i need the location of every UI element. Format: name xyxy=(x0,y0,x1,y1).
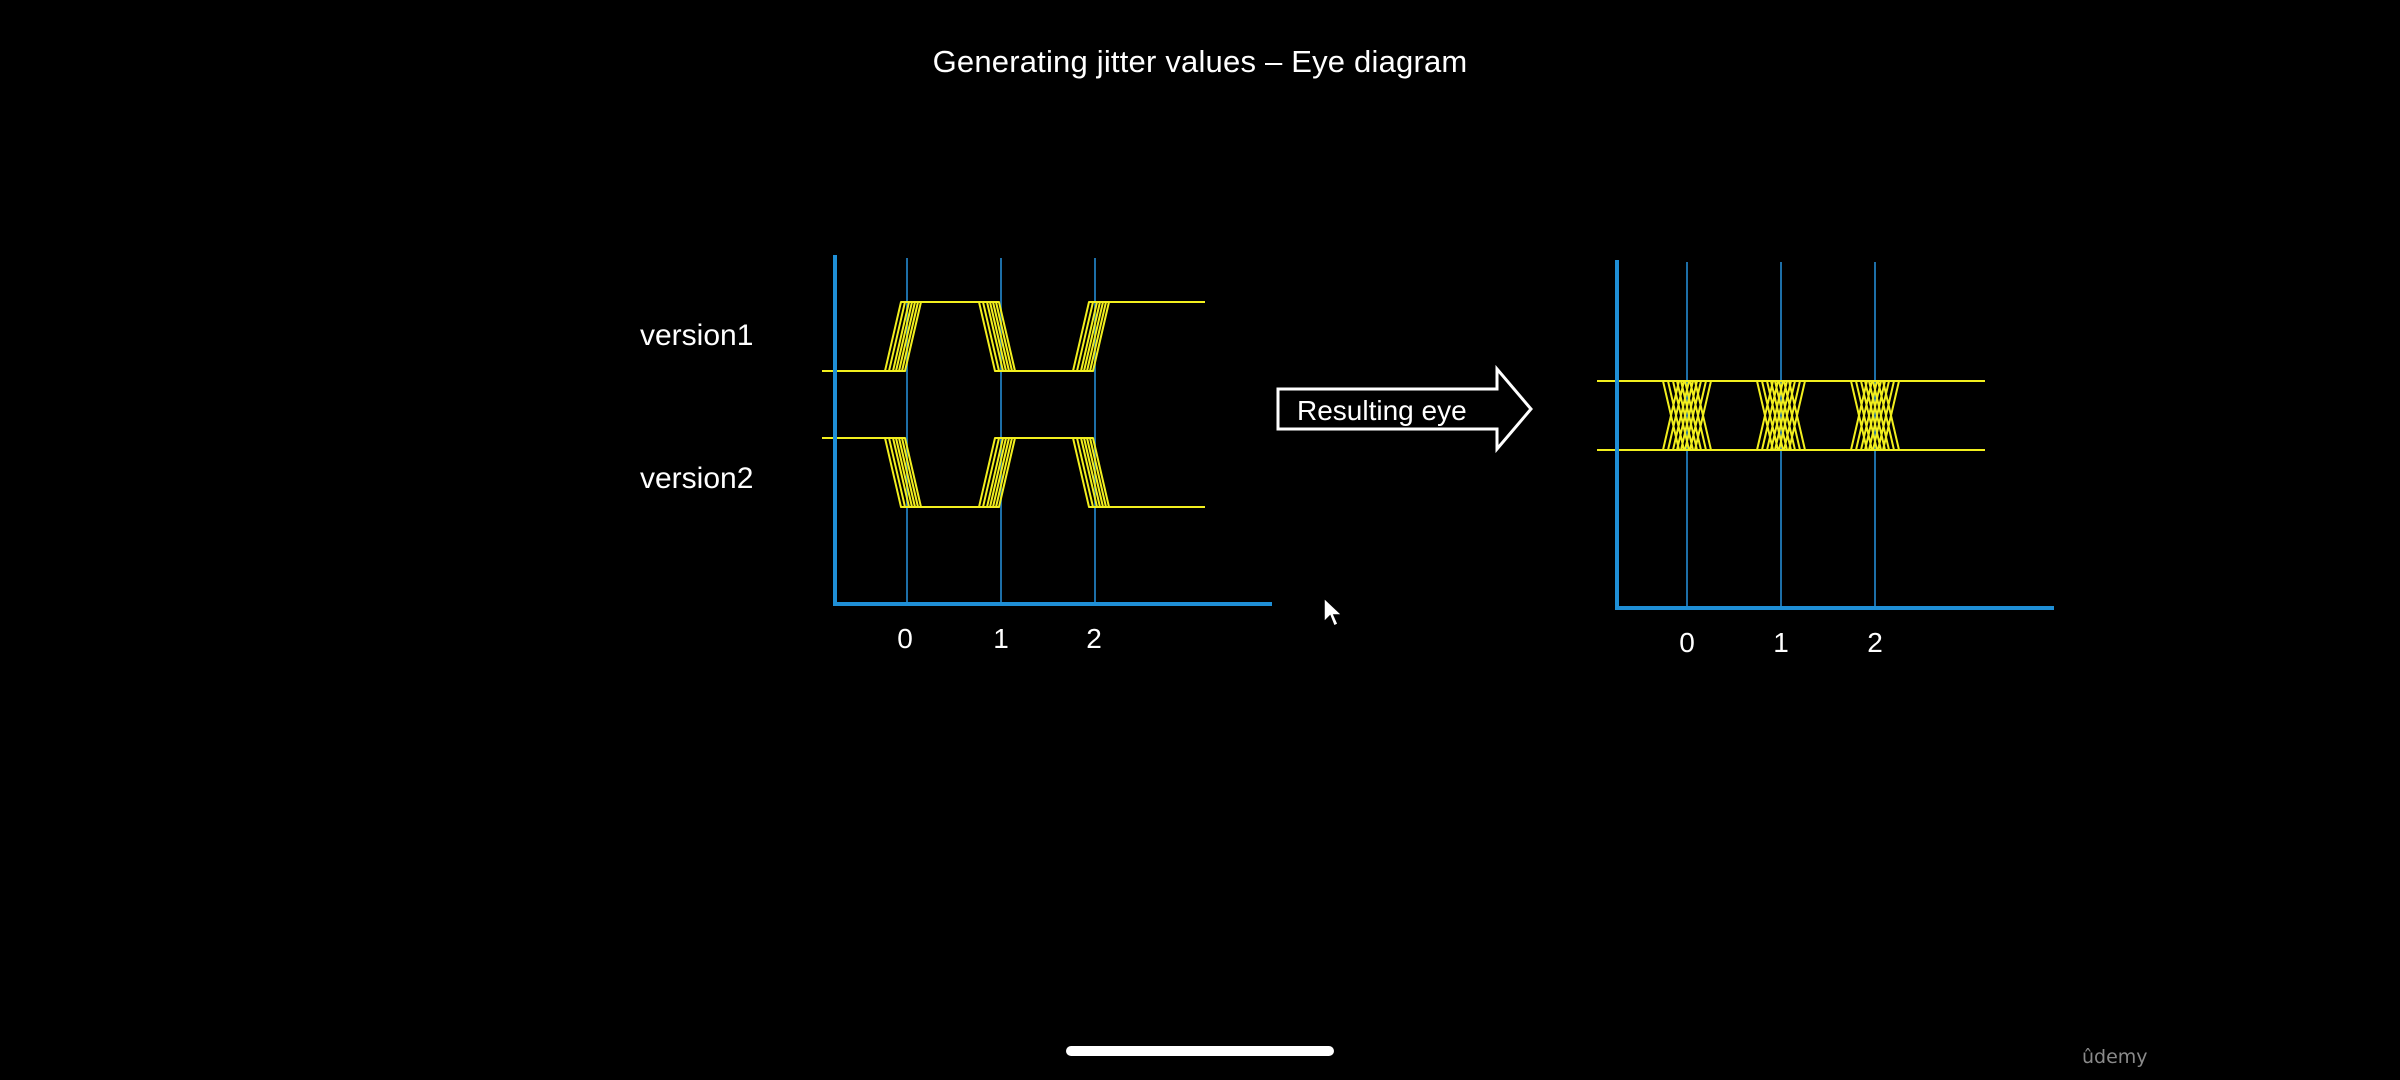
home-indicator-bar[interactable] xyxy=(1066,1046,1334,1056)
resulting-eye-arrow: Resulting eye xyxy=(1276,364,1533,454)
left-x-tick-2: 2 xyxy=(1086,623,1102,654)
waveform-version2-trace-3 xyxy=(822,437,1205,508)
waveform-version1-trace-1 xyxy=(822,301,1205,372)
eye-trace-fall-3 xyxy=(1597,380,1985,451)
arrow-label: Resulting eye xyxy=(1297,395,1467,426)
right-x-tick-1: 1 xyxy=(1773,627,1789,658)
row-label-version1: version1 xyxy=(640,319,753,352)
eye-trace-fall-7 xyxy=(1597,380,1985,451)
udemy-watermark: ûdemy xyxy=(2082,1046,2148,1068)
waveform-version1-trace-4 xyxy=(822,301,1205,372)
right-eye-diagram: 0 1 2 xyxy=(1597,260,2054,658)
waveform-version1-trace-5 xyxy=(822,301,1205,372)
left-x-tick-0: 0 xyxy=(897,623,913,654)
left-timing-diagram: version1 version2 0 1 2 xyxy=(640,255,1272,654)
waveform-version2-trace-1 xyxy=(822,437,1205,508)
arrow-icon xyxy=(1276,364,1533,454)
waveform-version2-trace-4 xyxy=(822,437,1205,508)
waveform-version1-trace-2 xyxy=(822,301,1205,372)
left-waveforms xyxy=(822,301,1205,508)
eye-trace-fall-6 xyxy=(1597,380,1985,451)
waveform-version1-trace-3 xyxy=(822,301,1205,372)
right-x-tick-2: 2 xyxy=(1867,627,1883,658)
slide-title: Generating jitter values – Eye diagram xyxy=(932,44,1468,79)
left-x-tick-1: 1 xyxy=(993,623,1009,654)
row-label-version2: version2 xyxy=(640,462,753,495)
eye-trace-fall-4 xyxy=(1597,380,1985,451)
eye-pattern xyxy=(1597,380,1985,451)
waveform-version1-trace-0 xyxy=(822,301,1205,372)
waveform-version2-trace-0 xyxy=(822,437,1205,508)
mouse-cursor-icon xyxy=(1323,596,1344,628)
waveform-version2-trace-5 xyxy=(822,437,1205,508)
waveform-version1-trace-6 xyxy=(822,301,1205,372)
waveform-version2-trace-6 xyxy=(822,437,1205,508)
waveform-version2-trace-2 xyxy=(822,437,1205,508)
eye-trace-fall-1 xyxy=(1597,380,1985,451)
right-x-tick-0: 0 xyxy=(1679,627,1695,658)
eye-trace-fall-2 xyxy=(1597,380,1985,451)
